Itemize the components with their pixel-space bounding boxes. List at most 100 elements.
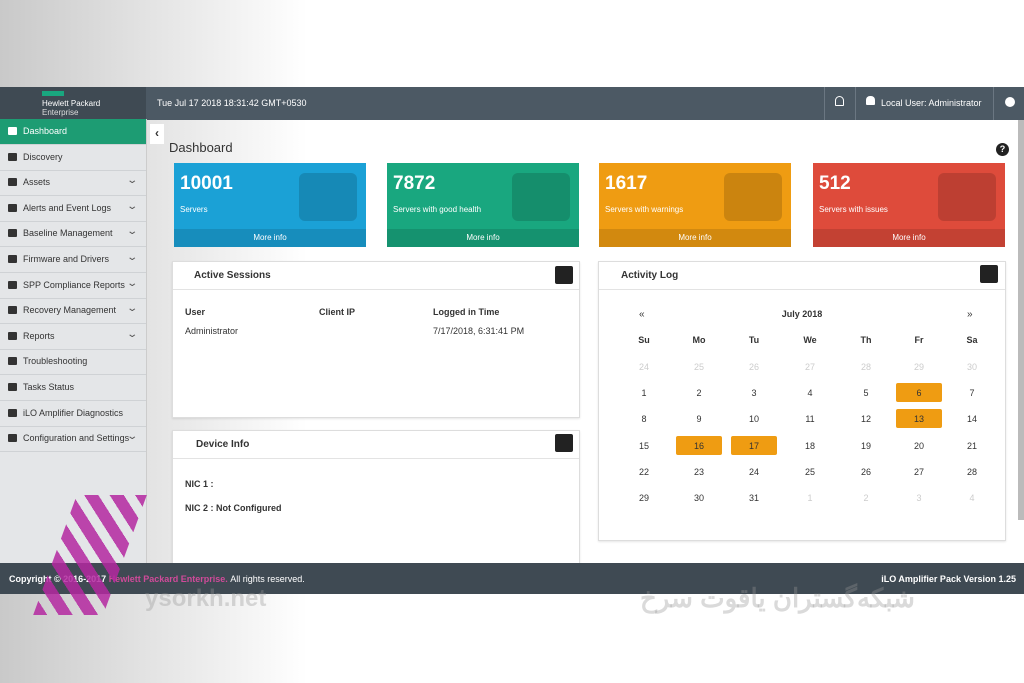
- more-info-link[interactable]: More info: [466, 233, 500, 242]
- day-cell[interactable]: 29: [896, 357, 942, 376]
- day-cell[interactable]: 30: [949, 357, 995, 376]
- more-info[interactable]: More info: [174, 229, 366, 247]
- day-cell[interactable]: 3: [731, 383, 777, 402]
- day: 3: [751, 388, 757, 399]
- minimize[interactable]: [555, 266, 573, 284]
- menu-icon: [8, 383, 17, 391]
- day-cell[interactable]: 19: [843, 436, 889, 455]
- day-cell[interactable]: 2: [843, 488, 889, 507]
- day-cell[interactable]: 12: [843, 409, 889, 428]
- day-cell[interactable]: 4: [787, 383, 833, 402]
- day-cell[interactable]: 26: [731, 357, 777, 376]
- day-cell[interactable]: 25: [676, 357, 722, 376]
- panel-header: [599, 262, 1005, 290]
- day: 3: [916, 493, 922, 503]
- day-cell[interactable]: 27: [787, 357, 833, 376]
- user-menu[interactable]: Local User: Administrator: [881, 98, 982, 108]
- menu-item[interactable]: Discovery: [0, 145, 146, 171]
- menu-item[interactable]: iLO Amplifier Diagnostics: [0, 401, 146, 427]
- column-header: Client IP: [319, 307, 356, 317]
- footer: [0, 563, 1024, 594]
- day-cell[interactable]: 18: [787, 436, 833, 455]
- menu-item[interactable]: Recovery Management ⌄: [0, 298, 146, 325]
- day-cell[interactable]: 6: [896, 383, 942, 403]
- menu-icon: [8, 255, 17, 263]
- day-cell[interactable]: 16: [676, 435, 722, 455]
- menu-item[interactable]: Assets ⌄: [0, 170, 146, 197]
- day-cell[interactable]: 28: [843, 357, 889, 376]
- day-cell[interactable]: 25: [787, 462, 833, 481]
- day-cell[interactable]: 8: [621, 409, 667, 428]
- menu-label: Reports: [23, 330, 55, 341]
- menu-item[interactable]: Baseline Management ⌄: [0, 221, 146, 248]
- day: 27: [804, 362, 815, 372]
- more-info[interactable]: More info: [387, 229, 579, 247]
- menu-icon: [8, 178, 17, 187]
- day: 12: [860, 414, 871, 425]
- version: iLO Amplifier Pack Version 1.25: [881, 574, 1016, 584]
- more-info[interactable]: More info: [599, 229, 791, 247]
- day-cell[interactable]: 4: [949, 488, 995, 507]
- day-cell[interactable]: 30: [676, 488, 722, 507]
- minimize[interactable]: [980, 265, 998, 283]
- day-cell[interactable]: 17: [731, 435, 777, 455]
- day-cell[interactable]: 11: [787, 409, 833, 428]
- card-icon: [512, 173, 570, 221]
- day-cell[interactable]: 10: [731, 409, 777, 428]
- day-cell[interactable]: 26: [843, 462, 889, 481]
- day: 30: [966, 362, 977, 372]
- bell-icon[interactable]: [835, 96, 844, 106]
- day-cell[interactable]: 15: [621, 436, 667, 455]
- day-cell[interactable]: 24: [731, 462, 777, 481]
- menu-item[interactable]: Configuration and Settings ⌄: [0, 426, 146, 453]
- day-cell[interactable]: 24: [621, 357, 667, 376]
- watermark-site: ysorkh.net: [145, 585, 267, 612]
- day: 4: [969, 493, 975, 503]
- day-cell[interactable]: 13: [896, 409, 942, 429]
- day: 31: [748, 493, 759, 503]
- day-cell[interactable]: 5: [843, 383, 889, 402]
- day-cell[interactable]: 3: [896, 488, 942, 507]
- brand: Enterprise: [42, 108, 79, 117]
- more-info[interactable]: More info: [813, 229, 1005, 247]
- info-icon[interactable]: [1005, 97, 1015, 107]
- menu-item[interactable]: SPP Compliance Reports ⌄: [0, 273, 146, 299]
- menu-icon: [8, 306, 17, 315]
- collapse-button[interactable]: ‹: [150, 124, 164, 144]
- day-cell[interactable]: 23: [676, 462, 722, 481]
- more-info-link[interactable]: More info: [678, 233, 712, 242]
- next-month[interactable]: »: [967, 309, 973, 320]
- more-info-link[interactable]: More info: [253, 233, 287, 242]
- day-cell[interactable]: 21: [949, 436, 995, 455]
- card-label: Servers: [180, 205, 208, 214]
- day-cell[interactable]: 1: [787, 488, 833, 507]
- prev-month[interactable]: «: [639, 309, 645, 320]
- day: 1: [641, 388, 647, 399]
- day-cell[interactable]: 14: [949, 409, 995, 428]
- minimize[interactable]: [555, 434, 573, 452]
- day-cell[interactable]: 7: [949, 383, 995, 402]
- menu-item[interactable]: Firmware and Drivers ⌄: [0, 247, 146, 273]
- menu-item[interactable]: Dashboard: [0, 119, 146, 145]
- menu-item[interactable]: Alerts and Event Logs ⌄: [0, 196, 146, 222]
- day-cell[interactable]: 1: [621, 383, 667, 402]
- menu-item[interactable]: Tasks Status: [0, 375, 146, 401]
- day-cell[interactable]: 28: [949, 462, 995, 481]
- day-cell[interactable]: 22: [621, 462, 667, 481]
- help-icon[interactable]: ?: [996, 143, 1009, 156]
- more-info-link[interactable]: More info: [892, 233, 926, 242]
- day-cell[interactable]: 20: [896, 436, 942, 455]
- day-cell[interactable]: 2: [676, 383, 722, 402]
- menu-item[interactable]: Troubleshooting: [0, 349, 146, 376]
- weekday: Tu: [748, 335, 760, 345]
- menu-label: Assets: [23, 177, 51, 188]
- day: 6: [916, 388, 922, 399]
- day-cell[interactable]: 27: [896, 462, 942, 481]
- scrollbar[interactable]: [1018, 120, 1024, 520]
- day-cell[interactable]: 29: [621, 488, 667, 507]
- menu-item[interactable]: Reports ⌄: [0, 324, 146, 350]
- day-cell[interactable]: 31: [731, 488, 777, 507]
- device-panel: Device Info NIC 1 : NIC 2 : Not Configured: [172, 430, 580, 564]
- column-header: Logged in Time: [433, 307, 500, 317]
- day-cell[interactable]: 9: [676, 409, 722, 428]
